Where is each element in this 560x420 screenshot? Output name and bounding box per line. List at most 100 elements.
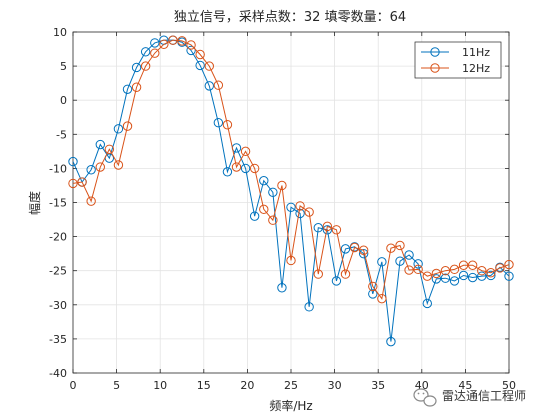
series-2-point — [122, 121, 133, 131]
series-1-point — [222, 167, 233, 177]
y-tick-label: -15 — [49, 197, 67, 210]
series-1-point — [213, 118, 224, 128]
series-2-point — [186, 40, 196, 50]
x-axis-label: 频率/Hz — [269, 398, 312, 413]
series-1-point — [259, 175, 269, 186]
series-2-point — [195, 49, 205, 60]
series-2-point — [259, 204, 269, 215]
series-1-point — [358, 248, 369, 259]
series-1 — [68, 35, 514, 347]
x-tick-label: 0 — [70, 379, 77, 392]
series-2-point — [358, 245, 369, 255]
series-2-point — [495, 263, 505, 273]
legend-entry-1: 11Hz — [421, 46, 490, 59]
series-2-point — [440, 266, 451, 276]
x-tick-label: 10 — [153, 379, 167, 392]
series-2-point — [86, 196, 96, 206]
series-2-point — [77, 177, 87, 187]
series-2-point — [113, 160, 124, 170]
series-2-point — [404, 265, 414, 275]
series-1-point — [140, 47, 151, 57]
series-1-point — [404, 250, 414, 260]
y-tick-label: -5 — [56, 128, 67, 141]
series-2-point — [449, 264, 460, 275]
legend-marker-1 — [430, 47, 440, 57]
series-2-point — [277, 180, 287, 191]
series-2-line — [72, 39, 510, 300]
series-1-point — [340, 244, 351, 254]
series-2-point — [68, 178, 78, 189]
series-1-point — [395, 256, 405, 266]
series-2-point — [304, 207, 314, 217]
y-tick-label: -20 — [49, 231, 67, 244]
watermark-text: 雷达通信工程师 — [442, 388, 526, 403]
y-tick-label: -30 — [49, 299, 67, 312]
legend-box — [414, 41, 502, 79]
series-2-point — [268, 215, 278, 225]
series-2-point — [95, 162, 105, 172]
series-2-point — [295, 201, 305, 211]
series-2-point — [104, 144, 115, 155]
series-1-point — [422, 298, 432, 309]
y-tick-label: -35 — [49, 333, 67, 346]
series-1-point — [322, 225, 333, 235]
series-2-point — [240, 146, 251, 157]
series-2-point — [431, 268, 442, 279]
series-2 — [68, 35, 514, 304]
series-1-point — [386, 336, 396, 347]
x-tick-label: 5 — [113, 379, 120, 392]
y-tick-label: 10 — [53, 26, 67, 39]
series-1-point — [249, 211, 260, 221]
series-1-point — [331, 276, 342, 286]
legend-label-2: 12Hz — [462, 62, 490, 75]
series-2-point — [222, 120, 233, 130]
watermark: 雷达通信工程师 — [413, 388, 526, 407]
series-1-point — [458, 270, 469, 281]
series-1-point — [486, 270, 496, 281]
series-2-point — [395, 240, 405, 251]
series-2-point — [486, 268, 496, 278]
x-tick-label: 40 — [415, 379, 429, 392]
series-1-point — [286, 202, 296, 212]
series-1-point — [113, 124, 124, 134]
series-1-point — [477, 271, 487, 281]
series-1-point — [86, 165, 96, 175]
series-1-point — [440, 273, 451, 283]
legend-entry-2: 12Hz — [421, 62, 490, 75]
series-1-point — [449, 276, 460, 286]
x-tick-label: 35 — [371, 379, 385, 392]
x-tick-label: 30 — [328, 379, 342, 392]
series-1-point — [150, 38, 160, 48]
series-1-point — [377, 257, 387, 267]
series-2-point — [204, 61, 214, 71]
series-1-point — [131, 62, 142, 73]
series-1-point — [240, 163, 251, 174]
series-2-point — [159, 39, 169, 49]
series-1-point — [186, 45, 196, 56]
y-axis-label: 幅度 — [27, 191, 42, 215]
series-2-point — [140, 61, 151, 71]
series-2-point — [249, 163, 260, 174]
series-1-point — [277, 283, 287, 293]
y-tick-label: -25 — [49, 265, 67, 278]
series-1-point — [304, 302, 314, 312]
legend-marker-2 — [430, 63, 440, 73]
legend-label-1: 11Hz — [462, 46, 490, 59]
series-1-point — [504, 271, 514, 281]
y-tick-label: -10 — [49, 162, 67, 175]
x-tick-label: 50 — [502, 379, 516, 392]
y-tick-label: 5 — [60, 60, 67, 73]
series-2-point — [313, 269, 323, 279]
series-2-point — [177, 36, 187, 46]
series-2-point — [340, 269, 351, 279]
series-1-point — [295, 208, 305, 219]
series-2-point — [368, 281, 378, 292]
series-2-point — [413, 264, 423, 275]
series-1-point — [268, 187, 278, 197]
series-2-point — [386, 243, 396, 253]
series-1-point — [467, 272, 478, 283]
series-2-point — [168, 35, 178, 45]
series-2-point — [349, 242, 360, 253]
y-tick-label: 0 — [60, 94, 67, 107]
